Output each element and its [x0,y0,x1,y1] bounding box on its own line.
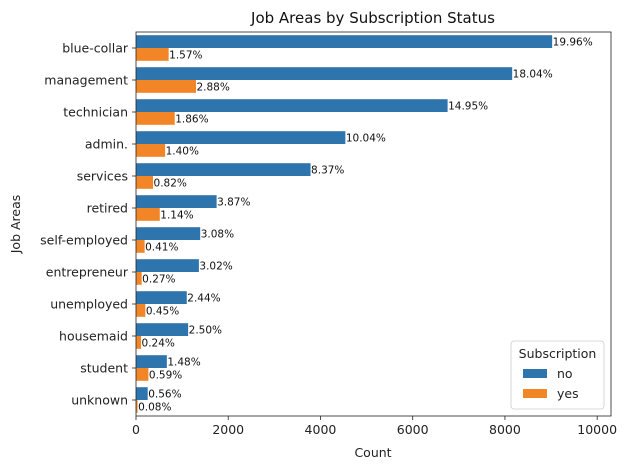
legend-title: Subscription [519,346,597,361]
legend: Subscription no yes [510,340,605,410]
data-label-yes-11: 0.08% [138,401,171,413]
y-tick-label-7: entrepreneur [46,265,129,280]
bar-yes-6 [136,240,145,253]
bar-yes-3 [136,144,166,157]
y-tick-label-9: housemaid [59,329,128,344]
bar-yes-8 [136,304,146,317]
data-label-no-5: 3.87% [217,197,250,209]
data-label-no-7: 3.02% [199,261,232,273]
data-label-no-1: 18.04% [513,69,553,81]
data-label-no-0: 19.96% [553,37,593,49]
x-tick-label-2: 4000 [305,422,337,437]
bar-yes-4 [136,176,154,189]
y-tick-label-3: admin. [85,137,128,152]
data-label-yes-1: 2.88% [196,81,229,93]
plot-area: 19.96% 1.57% blue-collar 18.04% 2.88% managem… [40,31,617,437]
bar-no-10 [136,355,167,368]
data-label-yes-4: 0.82% [154,177,187,189]
bar-yes-2 [136,112,175,125]
y-tick-label-10: student [80,361,128,376]
bar-yes-11 [136,400,138,413]
y-tick-label-11: unknown [71,393,128,408]
bar-no-5 [136,195,217,208]
bar-no-9 [136,323,189,336]
y-tick-label-0: blue-collar [62,41,129,56]
data-label-yes-5: 1.14% [160,209,193,221]
x-tick-label-0: 0 [132,422,140,437]
data-label-no-4: 8.37% [311,165,344,177]
legend-swatch-yes [523,389,547,398]
bar-yes-5 [136,208,160,221]
y-tick-label-2: technician [63,105,128,120]
x-tick-label-1: 2000 [212,422,244,437]
data-label-no-11: 0.56% [148,389,181,401]
legend-label-yes: yes [557,386,579,401]
bar-yes-10 [136,368,149,381]
x-tick-label-3: 6000 [397,422,429,437]
plot-frame [135,31,612,417]
x-tick-label-5: 10000 [577,422,617,437]
data-label-yes-3: 1.40% [166,145,199,157]
y-tick-label-8: unemployed [50,297,128,312]
bar-no-1 [136,67,513,80]
data-label-yes-6: 0.41% [145,241,178,253]
bar-no-7 [136,259,199,272]
x-axis-label: Count [354,445,391,460]
bar-no-0 [136,35,553,48]
data-label-yes-7: 0.27% [142,273,175,285]
y-tick-label-1: management [44,73,128,88]
data-label-yes-9: 0.24% [142,337,175,349]
bar-yes-0 [136,48,169,61]
bar-yes-9 [136,336,142,349]
data-label-yes-0: 1.57% [169,49,202,61]
bar-no-2 [136,99,448,112]
bar-yes-1 [136,80,196,93]
data-label-no-9: 2.50% [189,325,222,337]
data-label-yes-10: 0.59% [149,369,182,381]
data-label-no-8: 2.44% [187,293,220,305]
bar-no-4 [136,163,311,176]
bar-no-6 [136,227,201,240]
chart-title: Job Areas by Subscription Status [250,9,495,27]
y-tick-label-5: retired [87,201,128,216]
y-tick-label-4: services [77,169,128,184]
x-tick-label-4: 8000 [489,422,521,437]
y-axis-label: Job Areas [8,195,23,255]
data-label-no-10: 1.48% [167,357,200,369]
bar-no-11 [136,387,148,400]
data-label-no-3: 10.04% [346,133,386,145]
data-label-yes-2: 1.86% [175,113,208,125]
legend-label-no: no [557,366,573,381]
bar-no-3 [136,131,346,144]
bar-yes-7 [136,272,142,285]
legend-swatch-no [523,369,547,378]
data-label-no-6: 3.08% [201,229,234,241]
data-label-yes-8: 0.45% [146,305,179,317]
y-tick-label-6: self-employed [40,233,128,248]
bar-no-8 [136,291,187,304]
data-label-no-2: 14.95% [448,101,488,113]
